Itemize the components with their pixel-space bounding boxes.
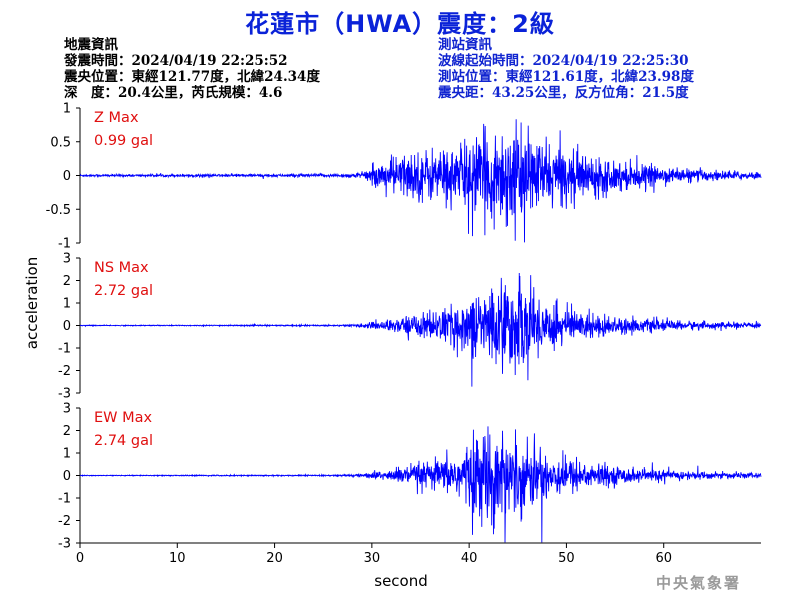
z-y-tick-label: 1 — [63, 102, 71, 117]
depth-magnitude: 深 度：20.4公里，芮氏規模：4.6 — [64, 85, 283, 101]
ew-waveform-trace — [79, 426, 762, 543]
x-tick-label: 30 — [364, 551, 381, 566]
ns-y-tick-label: 0 — [63, 319, 71, 334]
ns-max-value: 2.72 gal — [94, 283, 153, 299]
ns-y-tick-label: 3 — [63, 252, 71, 267]
y-axis-label: acceleration — [23, 257, 41, 349]
agency-watermark: 中央氣象署 — [656, 574, 742, 592]
ns-y-tick-label: -3 — [58, 387, 71, 402]
chart-title: 花蓮市（HWA）震度：2級 — [245, 10, 555, 38]
x-tick-label: 20 — [266, 551, 283, 566]
z-y-tick-label: -0.5 — [46, 203, 71, 218]
ew-y-tick-label: -3 — [58, 537, 71, 552]
z-y-tick-label: 0.5 — [50, 135, 71, 150]
z-waveform-trace — [79, 119, 762, 243]
epicentral-distance: 震央距：43.25公里，反方位角：21.5度 — [438, 85, 689, 101]
earthquake-info: 地震資訊 發震時間：2024/04/19 22:25:52 震央位置：東經121… — [64, 37, 320, 101]
ns-y-tick-label: 2 — [63, 274, 71, 289]
z-y-tick-label: -1 — [58, 237, 71, 252]
ew-y-tick-label: 1 — [63, 447, 71, 462]
ew-max-label: EW Max — [94, 410, 153, 426]
ew-y-tick-label: -1 — [58, 492, 71, 507]
station-location: 測站位置：東經121.61度，北緯23.98度 — [438, 69, 694, 85]
station-info: 測站資訊 波線起始時間：2024/04/19 22:25:30 測站位置：東經1… — [438, 37, 694, 101]
ew-y-tick-label: 2 — [63, 424, 71, 439]
ns-y-tick-label: -2 — [58, 364, 71, 379]
x-tick-label: 10 — [169, 551, 186, 566]
ns-waveform-trace — [79, 273, 762, 387]
ew-max-value: 2.74 gal — [94, 433, 153, 449]
z-max-value: 0.99 gal — [94, 133, 153, 149]
ew-y-tick-label: 0 — [63, 469, 71, 484]
ns-y-tick-label: -1 — [58, 342, 71, 357]
ew-y-tick-label: -2 — [58, 514, 71, 529]
x-tick-label: 40 — [461, 551, 478, 566]
x-tick-label: 60 — [655, 551, 672, 566]
waveform-start-time: 波線起始時間：2024/04/19 22:25:30 — [438, 53, 689, 69]
x-axis-label: second — [374, 572, 428, 590]
origin-time: 發震時間：2024/04/19 22:25:52 — [64, 53, 288, 69]
x-tick-label: 0 — [76, 551, 84, 566]
ns-y-tick-label: 1 — [63, 297, 71, 312]
epicenter-location: 震央位置：東經121.77度，北緯24.34度 — [64, 69, 320, 85]
z-y-tick-label: 0 — [63, 169, 71, 184]
ns-max-label: NS Max — [94, 260, 149, 276]
x-tick-label: 50 — [558, 551, 575, 566]
earthquake-info-heading: 地震資訊 — [64, 37, 118, 53]
ew-y-tick-label: 3 — [63, 402, 71, 417]
station-info-heading: 測站資訊 — [438, 37, 492, 53]
z-max-label: Z Max — [94, 110, 139, 126]
